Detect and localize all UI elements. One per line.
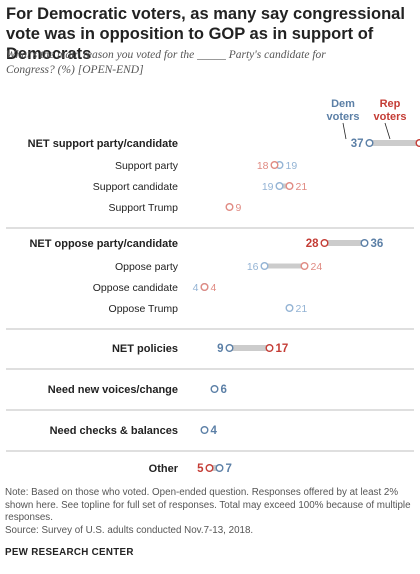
row-6-rep-value: 4: [211, 282, 217, 294]
row-2-dem-dot: [275, 181, 284, 190]
row-3-rep-dot: [225, 202, 234, 211]
legend-dem-label-line1: Dem: [331, 98, 355, 110]
row-10-label: Need checks & balances: [50, 425, 178, 437]
legend-rep-leader: [384, 122, 391, 140]
row-3-rep-value: 9: [236, 202, 242, 214]
chart-title: For Democratic voters, as many say congr…: [6, 5, 405, 63]
pew-logo-text: PEW RESEARCH CENTER: [5, 547, 134, 558]
legend-rep-label-line1: Rep: [380, 98, 401, 110]
row-7-dem-value: 21: [296, 303, 308, 315]
row-11-rep-dot: [205, 464, 214, 473]
row-2-label: Support candidate: [93, 181, 178, 193]
row-0-dem-dot: [365, 138, 374, 147]
row-8-dem-dot: [225, 344, 234, 353]
row-7-label: Oppose Trump: [109, 303, 179, 315]
row-5-rep-value: 24: [311, 261, 323, 273]
row-9-dem-value: 6: [221, 384, 227, 396]
row-2-dem-value: 19: [262, 181, 274, 193]
row-11-label: Other: [149, 463, 179, 475]
row-4-rep-dot: [320, 238, 329, 247]
row-11-dem-dot: [215, 464, 224, 473]
row-5-label: Oppose party: [115, 261, 179, 273]
row-8-rep-dot: [265, 344, 274, 353]
note-text: Note: Based on those who voted. Open-end…: [5, 487, 411, 523]
row-9-label: Need new voices/change: [48, 384, 178, 396]
notes: Note: Based on those who voted. Open-end…: [5, 487, 417, 537]
row-10-dem-value: 4: [211, 425, 218, 437]
row-2-rep-value: 21: [296, 181, 308, 193]
row-10-dem-dot: [200, 426, 209, 435]
legend-rep-label-line2: voters: [373, 111, 406, 123]
legend-dem-leader: [342, 122, 347, 140]
row-6-label: Oppose candidate: [93, 282, 178, 294]
row-6-dem-value: 4: [193, 282, 199, 294]
row-7-dem-dot: [285, 304, 294, 313]
row-5-dem-value: 16: [247, 261, 259, 273]
row-4-dem-value: 36: [371, 238, 384, 250]
chart-subtitle: What's the main reason you voted for the…: [6, 49, 326, 76]
source-text: Source: Survey of U.S. adults conducted …: [5, 524, 254, 536]
row-2-rep-dot: [285, 181, 294, 190]
row-11-rep-value: 5: [197, 463, 204, 475]
row-8-rep-value: 17: [276, 343, 289, 355]
row-8-label: NET policies: [112, 343, 178, 355]
row-6-rep-dot: [200, 283, 209, 292]
row-5-rep-dot: [300, 262, 309, 271]
row-5-dem-dot: [260, 262, 269, 271]
row-9-dem-dot: [210, 385, 219, 394]
row-0-rep-dot: [415, 139, 420, 147]
row-1-rep-dot: [270, 160, 279, 169]
row-11-dem-value: 7: [226, 463, 232, 475]
row-4-label: NET oppose party/candidate: [29, 238, 178, 250]
row-1-rep-value: 18: [257, 160, 269, 172]
row-3-label: Support Trump: [109, 202, 179, 214]
row-8-dem-value: 9: [217, 343, 223, 355]
row-0-dem-value: 37: [351, 138, 364, 150]
legend-dem-label-line2: voters: [326, 111, 359, 123]
row-4-dem-dot: [360, 238, 369, 247]
row-1-dem-value: 19: [286, 160, 298, 172]
row-4-rep-value: 28: [306, 238, 319, 250]
row-1-label: Support party: [115, 160, 179, 172]
row-0-label: NET support party/candidate: [28, 138, 178, 150]
